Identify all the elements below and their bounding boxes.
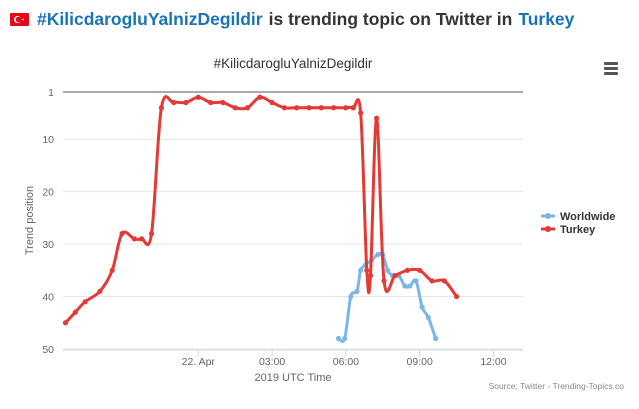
data-point-worldwide [433, 335, 439, 342]
data-point-turkey [97, 288, 103, 294]
data-point-turkey [374, 115, 380, 121]
data-point-turkey [417, 267, 423, 273]
data-point-turkey [244, 105, 251, 111]
legend-marker-turkey [545, 226, 551, 232]
y-tick-label: 30 [42, 239, 54, 251]
data-point-turkey [257, 94, 263, 100]
data-point-turkey [82, 299, 88, 305]
source-credit[interactable]: Source: Twitter - Trending-Topics.co [488, 381, 624, 391]
data-point-worldwide [425, 314, 431, 321]
data-point-turkey [367, 272, 374, 279]
data-point-turkey [232, 105, 238, 111]
data-point-turkey [148, 231, 155, 237]
legend-label-turkey[interactable]: Turkey [560, 224, 596, 236]
y-tick-label: 10 [42, 134, 54, 146]
data-point-turkey [183, 99, 189, 106]
data-point-turkey [392, 272, 398, 279]
series-line-turkey [63, 95, 459, 325]
data-point-turkey [364, 267, 370, 273]
y-axis-title: Trend position [24, 186, 36, 255]
x-tick-label: 06:00 [333, 356, 359, 368]
data-point-turkey [131, 236, 137, 242]
data-point-turkey [306, 105, 312, 111]
x-tick-label: 12:00 [480, 356, 506, 368]
data-point-turkey [429, 278, 435, 284]
data-point-turkey [318, 105, 324, 111]
data-point-turkey [381, 278, 387, 284]
data-point-worldwide [385, 267, 391, 273]
data-point-turkey [453, 293, 460, 300]
data-point-turkey [62, 320, 69, 326]
country-link[interactable]: Turkey [518, 8, 575, 29]
data-point-worldwide [419, 304, 425, 310]
data-point-turkey [269, 99, 275, 106]
data-point-turkey [139, 236, 145, 242]
data-point-turkey [294, 105, 300, 111]
y-tick-label: 1 [48, 87, 54, 99]
turkey-flag-icon [10, 12, 29, 26]
data-point-worldwide [402, 283, 408, 289]
x-tick-label: 09:00 [407, 356, 433, 368]
hamburger-menu-icon[interactable] [598, 56, 624, 80]
hashtag-link[interactable]: #KilicdarogluYalnizDegildir [37, 8, 263, 29]
data-point-turkey [109, 267, 115, 273]
legend-label-worldwide[interactable]: Worldwide [560, 211, 615, 223]
data-point-turkey [281, 105, 287, 111]
legend-marker-worldwide [545, 213, 551, 219]
data-point-turkey [72, 309, 78, 315]
data-point-turkey [441, 278, 447, 284]
chart-title: #KilicdarogluYalnizDegildir [214, 56, 373, 71]
data-point-turkey [220, 99, 226, 106]
data-point-turkey [207, 99, 214, 106]
data-point-turkey [343, 105, 349, 111]
data-point-worldwide [375, 251, 381, 258]
data-point-worldwide [348, 293, 354, 300]
data-point-turkey [358, 110, 364, 116]
y-tick-label: 20 [42, 187, 54, 199]
data-point-turkey [330, 105, 337, 111]
headline-text: is trending topic on Twitter in [268, 8, 513, 29]
y-tick-label: 50 [42, 344, 54, 356]
data-point-worldwide [407, 283, 413, 289]
data-point-turkey [195, 94, 201, 100]
x-tick-label: 22. Apr [182, 356, 216, 368]
x-tick-label: 03:00 [259, 356, 285, 368]
y-tick-label: 40 [42, 292, 54, 304]
data-point-turkey [171, 99, 177, 106]
data-point-worldwide [342, 335, 348, 342]
data-point-worldwide [354, 288, 360, 294]
data-point-turkey [404, 267, 410, 273]
data-point-turkey [350, 105, 356, 111]
data-point-worldwide [335, 335, 342, 342]
data-point-turkey [119, 231, 125, 237]
x-axis-title: 2019 UTC Time [254, 372, 331, 384]
trend-chart: #KilicdarogluYalnizDegildir 1 10 20 30 40 50 22… [24, 56, 615, 384]
data-point-worldwide [413, 278, 419, 284]
data-point-worldwide [358, 267, 364, 273]
data-point-turkey [158, 105, 164, 111]
page-headline: #KilicdarogluYalnizDegildir is trending … [10, 6, 574, 32]
